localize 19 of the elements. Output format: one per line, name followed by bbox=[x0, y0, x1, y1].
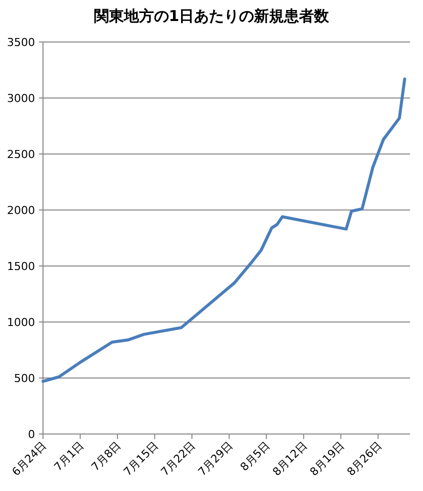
x-tick-label: 7月15日 bbox=[121, 438, 161, 479]
y-tick-label: 0 bbox=[28, 428, 35, 441]
y-tick-label: 1000 bbox=[7, 316, 35, 329]
x-tick-label: 8月19日 bbox=[307, 438, 347, 479]
chart-title: 関東地方の1日あたりの新規患者数 bbox=[94, 7, 330, 25]
x-tick-label: 7月22日 bbox=[158, 438, 198, 479]
y-tick-label: 3000 bbox=[7, 92, 35, 105]
y-tick-label: 3500 bbox=[7, 36, 35, 49]
x-tick-label: 8月5日 bbox=[238, 438, 273, 474]
y-tick-label: 2500 bbox=[7, 148, 35, 161]
x-tick-label: 7月8日 bbox=[88, 438, 124, 474]
x-tick-label: 7月1日 bbox=[52, 438, 86, 474]
y-tick-label: 1500 bbox=[7, 260, 35, 273]
x-tick-label: 8月26日 bbox=[344, 438, 384, 479]
y-tick-label: 500 bbox=[14, 372, 35, 385]
x-tick-label: 8月12日 bbox=[270, 438, 310, 479]
x-tick-label: 7月29日 bbox=[196, 438, 236, 479]
y-tick-label: 2000 bbox=[7, 204, 35, 217]
x-tick-label: 6月24日 bbox=[10, 438, 50, 479]
